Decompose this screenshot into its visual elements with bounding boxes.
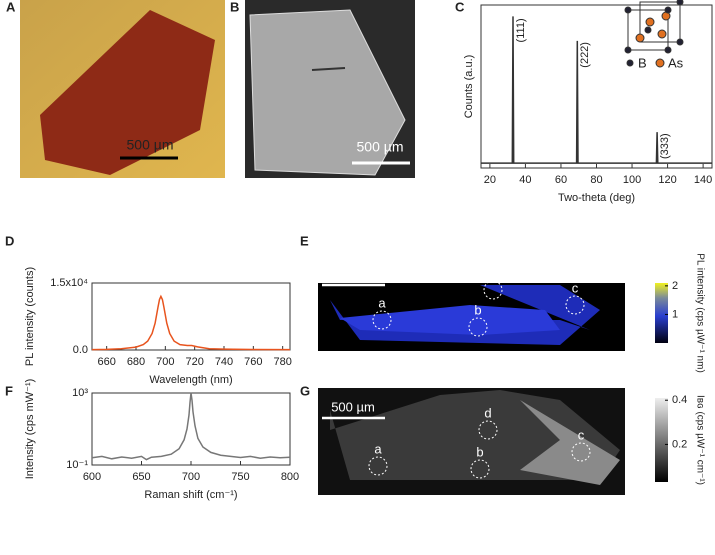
spot-circle	[571, 442, 591, 462]
x-tick-label: 720	[185, 356, 203, 368]
crystal	[40, 10, 215, 175]
x-tick-label: 40	[519, 174, 531, 186]
colorbar-tick-label: 0.4	[672, 394, 687, 406]
spot-circle	[368, 456, 388, 476]
panel-label: D	[5, 233, 14, 248]
x-tick-label: 750	[231, 471, 249, 483]
legend-label: As	[668, 55, 684, 70]
colorbar	[655, 283, 668, 343]
spot-circle	[372, 310, 392, 330]
y-axis-label: PL intensity (counts)	[24, 267, 36, 366]
scale-text: 500 µm	[127, 137, 174, 153]
legend-label: B	[638, 55, 647, 70]
data-line	[91, 294, 291, 351]
spot-label: d	[484, 405, 491, 420]
x-tick-label: 700	[182, 471, 200, 483]
panel-label: E	[300, 233, 309, 248]
peak-label: (222)	[579, 42, 591, 68]
x-tick-label: 60	[555, 174, 567, 186]
spot-circle	[478, 420, 498, 440]
crystal-inset	[624, 0, 684, 68]
colorbar-tick-label: 1	[672, 308, 678, 320]
colorbar	[655, 398, 668, 482]
peak-label: (111)	[515, 18, 527, 42]
x-tick-label: 100	[623, 174, 641, 186]
x-tick-label: 80	[590, 174, 602, 186]
panel-label: F	[5, 383, 13, 398]
spot-label: a	[378, 295, 386, 310]
spot-label: b	[476, 444, 483, 459]
colorbar-tick-label: 2	[672, 280, 678, 292]
x-tick-label: 800	[281, 471, 299, 483]
data-line	[91, 392, 291, 461]
colorbar-tick-label: 0.2	[672, 438, 687, 450]
x-tick-label: 650	[132, 471, 150, 483]
y-axis-label: Intensity (cps mW⁻¹)	[24, 379, 36, 480]
map-region	[340, 305, 560, 335]
scale-text: 500 µm	[331, 266, 375, 281]
plot-frame	[91, 282, 291, 351]
spot-label: d	[489, 265, 496, 280]
x-tick-label: 740	[215, 356, 233, 368]
scale-text: 500 µm	[357, 139, 404, 155]
panel-label: C	[455, 0, 465, 14]
map-region	[520, 400, 620, 485]
y-tick-label: 0.0	[73, 344, 88, 356]
x-tick-label: 140	[694, 174, 712, 186]
y-tick-label: 10³	[72, 387, 88, 399]
y-axis-label: Counts (a.u.)	[463, 55, 475, 119]
colorbar-label: PL intensity (cps µW⁻¹ nm)	[694, 253, 705, 373]
y-tick-label: 1.5x10⁴	[50, 277, 88, 289]
crystal	[249, 9, 406, 176]
scratch	[311, 67, 346, 71]
spot-circle	[565, 295, 585, 315]
spot-label: a	[374, 441, 382, 456]
x-axis-label: Wavelength (nm)	[149, 374, 232, 386]
data-line	[481, 16, 712, 164]
x-axis-label: Two-theta (deg)	[558, 192, 635, 204]
peak-label: (333)	[659, 133, 671, 159]
spot-label: c	[572, 280, 579, 295]
x-tick-label: 780	[273, 356, 291, 368]
y-tick-label: 10⁻¹	[66, 459, 88, 471]
x-tick-label: 660	[97, 356, 115, 368]
spot-label: c	[578, 427, 585, 442]
x-tick-label: 760	[244, 356, 262, 368]
x-tick-label: 20	[484, 174, 496, 186]
x-tick-label: 120	[658, 174, 676, 186]
x-axis-label: Raman shift (cm⁻¹)	[144, 489, 237, 501]
colorbar-label: Iʙɢ (cps µW⁻¹ cm⁻¹)	[694, 395, 705, 485]
spot-circle	[470, 459, 490, 479]
panel-label: A	[6, 0, 16, 14]
x-tick-label: 700	[156, 356, 174, 368]
x-tick-label: 600	[83, 471, 101, 483]
plot-frame	[91, 392, 291, 466]
panel-label: G	[300, 383, 310, 398]
spot-label: b	[474, 302, 481, 317]
scale-text: 500 µm	[331, 399, 375, 414]
spot-circle	[483, 280, 503, 300]
spot-circle	[468, 317, 488, 337]
x-tick-label: 680	[127, 356, 145, 368]
panel-label: B	[230, 0, 239, 14]
